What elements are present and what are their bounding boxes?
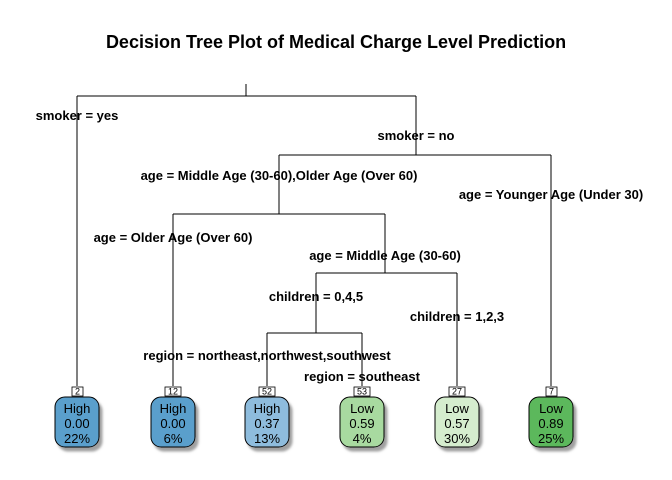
leaf-number: 12 [168,387,178,397]
split-label-smoker-no: smoker = no [378,128,455,143]
split-label-region-nnw: region = northeast,northwest,southwest [143,348,391,363]
leaf-number-box [353,386,371,397]
leaf-number-box [258,386,276,397]
split-label-age-older: age = Older Age (Over 60) [94,230,253,245]
split-label-region-southeast: region = southeast [304,369,421,384]
leaf-node-12: 12 High 0.00 6% [150,386,196,448]
leaf-prob: 0.37 [254,416,279,431]
leaf-box [528,396,574,448]
leaf-class: Low [350,401,374,416]
leaf-box [434,396,480,448]
split-label-age-middle-older: age = Middle Age (30-60),Older Age (Over… [141,168,418,183]
leaf-pct: 13% [254,431,280,446]
leaf-class: High [64,401,91,416]
leaf-class: Low [539,401,563,416]
leaf-prob: 0.57 [444,416,469,431]
leaf-box [244,396,290,448]
leaf-prob: 0.00 [160,416,185,431]
leaf-class: Low [445,401,469,416]
leaf-box [54,396,100,448]
leaf-class: High [160,401,187,416]
leaf-pct: 25% [538,431,564,446]
leaf-prob: 0.00 [64,416,89,431]
leaf-number: 27 [452,387,462,397]
leaf-pct: 22% [64,431,90,446]
leaf-number-box [448,386,466,397]
leaf-number: 52 [262,387,272,397]
leaf-number: 2 [75,387,80,397]
leaf-prob: 0.59 [349,416,374,431]
leaf-pct: 6% [164,431,183,446]
leaf-node-2: 2 High 0.00 22% [54,386,100,448]
leaf-node-53: 53 Low 0.59 4% [339,386,385,448]
leaf-box [150,396,196,448]
split-label-age-younger: age = Younger Age (Under 30) [459,187,643,202]
leaf-node-7: 7 Low 0.89 25% [528,386,574,448]
leaf-number-box [545,386,558,397]
leaf-prob: 0.89 [538,416,563,431]
split-label-smoker-yes: smoker = yes [36,108,119,123]
page-title: Decision Tree Plot of Medical Charge Lev… [106,32,566,52]
tree-edges [76,84,552,386]
split-label-children-123: children = 1,2,3 [410,309,504,324]
leaf-number-box [71,386,84,397]
leaf-pct: 4% [353,431,372,446]
split-label-age-middle: age = Middle Age (30-60) [309,248,461,263]
leaf-number: 7 [549,387,554,397]
leaf-number-box [164,386,182,397]
split-label-children-045: children = 0,4,5 [269,289,363,304]
leaf-box [339,396,385,448]
leaf-node-52: 52 High 0.37 13% [244,386,290,448]
leaf-number: 53 [357,387,367,397]
leaf-pct: 30% [444,431,470,446]
leaf-class: High [254,401,281,416]
leaf-node-27: 27 Low 0.57 30% [434,386,480,448]
